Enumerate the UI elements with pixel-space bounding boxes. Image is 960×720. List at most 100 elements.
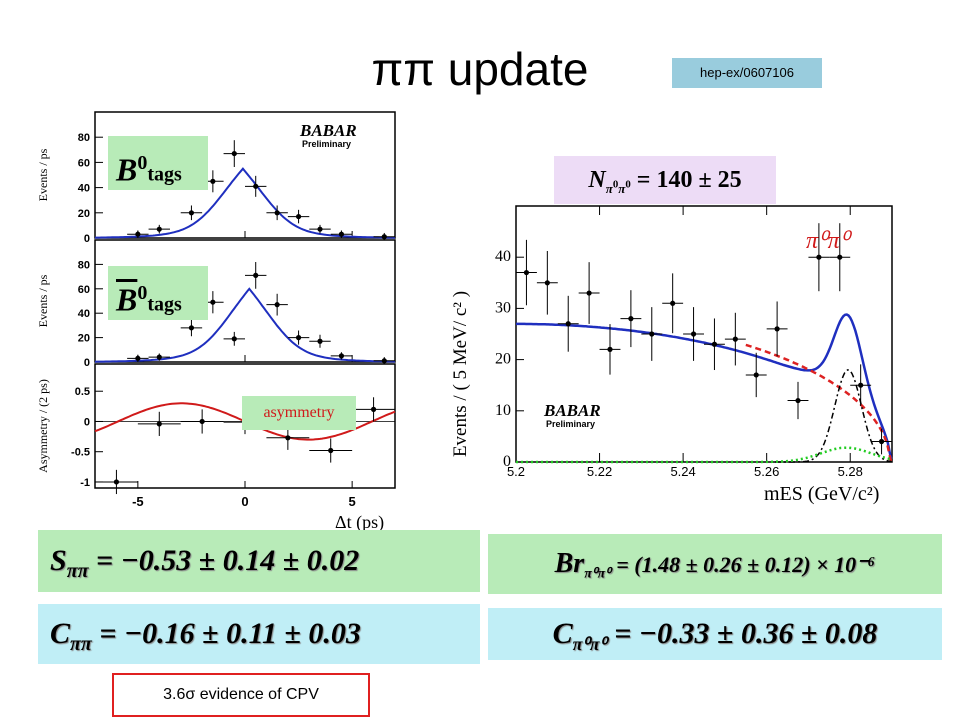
b0bar-tags-label: B0tags: [108, 266, 208, 320]
data-point: [690, 331, 697, 337]
y-axis-label: Events / ps: [36, 274, 50, 327]
data-point: [199, 418, 205, 425]
preliminary-label: Preliminary: [302, 139, 351, 149]
c-pipi-result: Cππ = −0.16 ± 0.11 ± 0.03: [38, 604, 480, 664]
y-tick-label: 60: [78, 284, 90, 296]
cpv-evidence-note: 3.6σ evidence of CPV: [112, 673, 370, 717]
x-axis-label: Δt (ps): [335, 512, 384, 530]
b0-tags-label: B0tags: [108, 136, 208, 190]
data-point: [188, 325, 195, 331]
c-pi0pi0-result: Cπ⁰π⁰ = −0.33 ± 0.36 ± 0.08: [488, 608, 942, 660]
y-tick-label: 0: [503, 453, 511, 470]
y-tick-label: 0: [84, 357, 90, 369]
data-point: [156, 421, 162, 427]
data-point: [338, 353, 345, 359]
mes-plot: 0 10 20 30 40 5.2 5.22 5.24 5.26 5.28 Events / ( 5…: [450, 205, 893, 505]
babar-logo: BABAR: [543, 401, 601, 420]
x-tick-label: 5.24: [670, 464, 695, 479]
data-point: [649, 331, 655, 337]
x-tick-label: 5: [349, 494, 356, 509]
x-axis-label: mES (GeV/c²): [764, 483, 879, 505]
x-tick-label: 5.28: [838, 464, 863, 479]
plot-frame: [515, 205, 893, 463]
y-tick-label: -1: [80, 477, 90, 489]
y-tick-label: 80: [78, 259, 90, 271]
data-point: [231, 336, 237, 342]
data-point: [370, 406, 377, 412]
asymmetry-label: asymmetry: [242, 396, 356, 430]
x-tick-label: 5.22: [587, 464, 612, 479]
data-point: [317, 226, 323, 232]
data-point: [285, 435, 291, 441]
data-point: [816, 254, 822, 260]
signal-curve: [775, 369, 892, 463]
data-point: [753, 372, 759, 378]
data-point: [523, 269, 530, 276]
y-axis-label: Asymmetry / (2 ps): [36, 379, 50, 473]
y-tick-label: 0.5: [75, 386, 90, 398]
data-point: [878, 438, 885, 445]
y-tick-label: 0: [84, 416, 90, 428]
data-point: [210, 299, 216, 305]
y-tick-label: 20: [78, 333, 90, 345]
data-point: [586, 290, 592, 296]
y-tick-label: -0.5: [71, 447, 90, 459]
data-point: [381, 234, 387, 240]
data-point: [317, 338, 323, 344]
x-tick-label: 5.26: [754, 464, 779, 479]
x-tick-label: 0: [241, 494, 248, 509]
y-tick-label: 0: [84, 233, 90, 245]
data-point: [295, 335, 302, 341]
data-point: [607, 346, 613, 352]
data-point: [544, 280, 550, 286]
y-tick-label: 20: [78, 208, 90, 220]
data-point: [156, 226, 162, 232]
reference-badge: hep-ex/0607106: [672, 58, 822, 88]
data-point: [274, 302, 280, 308]
br-pi0pi0-result: Brπ⁰π⁰ = (1.48 ± 0.26 ± 0.12) × 10⁻⁶: [488, 534, 942, 594]
s-pipi-result: Sππ = −0.53 ± 0.14 ± 0.02: [38, 530, 480, 592]
y-tick-label: 60: [78, 157, 90, 169]
yield-box: Nπ0π0 = 140 ± 25: [554, 156, 776, 204]
data-point: [113, 479, 120, 485]
preliminary-label: Preliminary: [546, 419, 595, 429]
peaking-background-curve: [516, 446, 892, 464]
data-point: [135, 355, 141, 361]
data-point: [774, 326, 780, 332]
x-tick-label: 5.2: [507, 464, 525, 479]
data-point: [381, 358, 387, 364]
data-point: [711, 341, 718, 347]
y-tick-label: 40: [495, 248, 511, 265]
data-point: [231, 150, 237, 157]
data-point: [338, 231, 345, 237]
total-fit-curve: [516, 313, 893, 460]
data-point: [188, 210, 195, 216]
b0bar-tags-panel: 0 20 40 60 80 Events / ps: [36, 239, 396, 369]
data-point: [732, 336, 738, 342]
y-tick-label: 40: [78, 308, 90, 320]
y-tick-label: 40: [78, 183, 90, 195]
y-tick-label: 10: [495, 402, 511, 419]
x-tick-label: -5: [132, 494, 144, 509]
data-point: [253, 183, 259, 189]
data-point: [210, 178, 216, 184]
data-point: [837, 254, 843, 260]
data-point: [670, 300, 676, 306]
data-point: [156, 354, 162, 360]
data-point: [274, 210, 280, 216]
y-tick-label: 30: [495, 299, 511, 316]
babar-logo: BABAR: [299, 121, 357, 140]
y-tick-label: 20: [495, 351, 511, 368]
data-point: [795, 397, 801, 404]
fit-curve: [95, 167, 396, 239]
data-point: [858, 382, 864, 388]
fit-curve: [94, 287, 396, 363]
data-point: [253, 272, 259, 278]
background-curve: [745, 343, 893, 463]
page-title: ππ update: [371, 43, 589, 95]
data-point: [295, 213, 302, 220]
mes-panel: 0 10 20 30 40 5.2 5.22 5.24 5.26 5.28 Events / ( 5…: [450, 205, 893, 505]
data-point: [135, 231, 141, 237]
